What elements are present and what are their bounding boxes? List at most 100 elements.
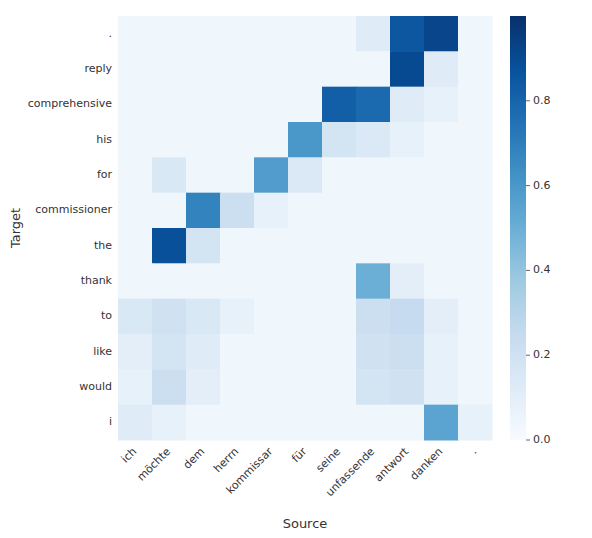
x-tick-label: antwort: [372, 445, 412, 485]
heatmap-cell: [220, 16, 255, 52]
chart: ichmöchtedemherrnkommissarfürseineunfass…: [0, 0, 592, 538]
heatmap-cell: [220, 228, 255, 264]
heatmap-cell: [356, 16, 391, 52]
heatmap-cell: [152, 193, 187, 229]
heatmap-cell: [220, 193, 255, 229]
heatmap-cell: [356, 157, 391, 193]
heatmap-cell: [288, 193, 323, 229]
heatmap-cell: [356, 122, 391, 158]
heatmap-cell: [254, 334, 289, 370]
heatmap-cell: [390, 193, 425, 229]
heatmap-cell: [254, 157, 289, 193]
heatmap-cell: [424, 369, 459, 405]
x-tick-label: dem: [181, 445, 207, 471]
heatmap-cell: [288, 157, 323, 193]
heatmap-cell: [118, 122, 153, 158]
heatmap-cell: [186, 228, 221, 264]
heatmap-cell: [254, 51, 289, 87]
heatmap-cell: [458, 193, 493, 229]
heatmap-cell: [458, 299, 493, 335]
colorbar-tick: [526, 355, 530, 356]
y-tick-label: comprehensive: [28, 97, 113, 110]
heatmap-cell: [152, 263, 187, 299]
heatmap-cell: [390, 334, 425, 370]
heatmap-cell: [220, 51, 255, 87]
colorbar-tick-label: 0.6: [533, 179, 551, 192]
heatmap-cell: [424, 334, 459, 370]
heatmap-cell: [186, 334, 221, 370]
x-tick-label: herrn: [211, 445, 241, 475]
y-tick-label: commissioner: [35, 203, 112, 216]
heatmap-cell: [118, 299, 153, 335]
y-tick-label: thank: [81, 274, 113, 287]
heatmap-cell: [322, 228, 357, 264]
heatmap-cell: [424, 16, 459, 52]
heatmap-cell: [390, 369, 425, 405]
heatmap-cell: [118, 228, 153, 264]
heatmap-cell: [390, 87, 425, 123]
heatmap-cell: [356, 299, 391, 335]
heatmap-cell: [186, 157, 221, 193]
heatmap-cell: [254, 16, 289, 52]
colorbar: [510, 16, 526, 440]
x-tick-label: für: [289, 445, 309, 465]
x-tick-label: ich: [119, 445, 140, 466]
y-tick-label: i: [109, 415, 112, 428]
heatmap-cell: [322, 16, 357, 52]
heatmap-cell: [288, 228, 323, 264]
heatmap-cell: [152, 405, 187, 441]
heatmap-cell: [322, 369, 357, 405]
heatmap-cell: [288, 334, 323, 370]
heatmap-cell: [118, 369, 153, 405]
heatmap-cell: [322, 263, 357, 299]
y-tick-label: like: [93, 345, 112, 358]
y-tick-label: the: [94, 239, 112, 252]
heatmap-cell: [322, 405, 357, 441]
heatmap-cell: [458, 122, 493, 158]
heatmap-cell: [356, 405, 391, 441]
heatmap-cell: [458, 87, 493, 123]
heatmap-cell: [458, 369, 493, 405]
heatmap-cell: [220, 334, 255, 370]
heatmap-cell: [254, 193, 289, 229]
x-tick-label: kommissar: [224, 445, 276, 497]
y-tick-label: for: [97, 168, 113, 181]
heatmap-cell: [118, 193, 153, 229]
heatmap-cell: [254, 369, 289, 405]
heatmap-cell: [458, 405, 493, 441]
y-tick-label: to: [101, 309, 112, 322]
heatmap-cell: [390, 157, 425, 193]
heatmap-cell: [152, 299, 187, 335]
x-axis-label: Source: [283, 516, 328, 531]
heatmap-cell: [390, 405, 425, 441]
heatmap-cells: [118, 16, 493, 441]
heatmap-cell: [390, 228, 425, 264]
heatmap-cell: [458, 51, 493, 87]
heatmap-cell: [322, 299, 357, 335]
heatmap-cell: [424, 299, 459, 335]
heatmap-cell: [356, 334, 391, 370]
heatmap-cell: [288, 122, 323, 158]
heatmap-cell: [356, 228, 391, 264]
heatmap-cell: [356, 263, 391, 299]
heatmap-cell: [390, 299, 425, 335]
heatmap-cell: [254, 228, 289, 264]
heatmap-cell: [152, 157, 187, 193]
heatmap-cell: [424, 263, 459, 299]
heatmap-cell: [288, 369, 323, 405]
heatmap-cell: [424, 405, 459, 441]
heatmap-cell: [152, 369, 187, 405]
heatmap-cell: [186, 16, 221, 52]
colorbar-tick: [526, 440, 530, 441]
colorbar-tick: [526, 100, 530, 101]
heatmap-cell: [288, 263, 323, 299]
heatmap-cell: [220, 157, 255, 193]
heatmap-cell: [458, 334, 493, 370]
heatmap-cell: [356, 51, 391, 87]
heatmap-cell: [458, 157, 493, 193]
heatmap-cell: [118, 87, 153, 123]
heatmap-cell: [152, 16, 187, 52]
heatmap-cell: [288, 299, 323, 335]
heatmap-cell: [118, 157, 153, 193]
colorbar-tick-label: 0.8: [533, 94, 551, 107]
